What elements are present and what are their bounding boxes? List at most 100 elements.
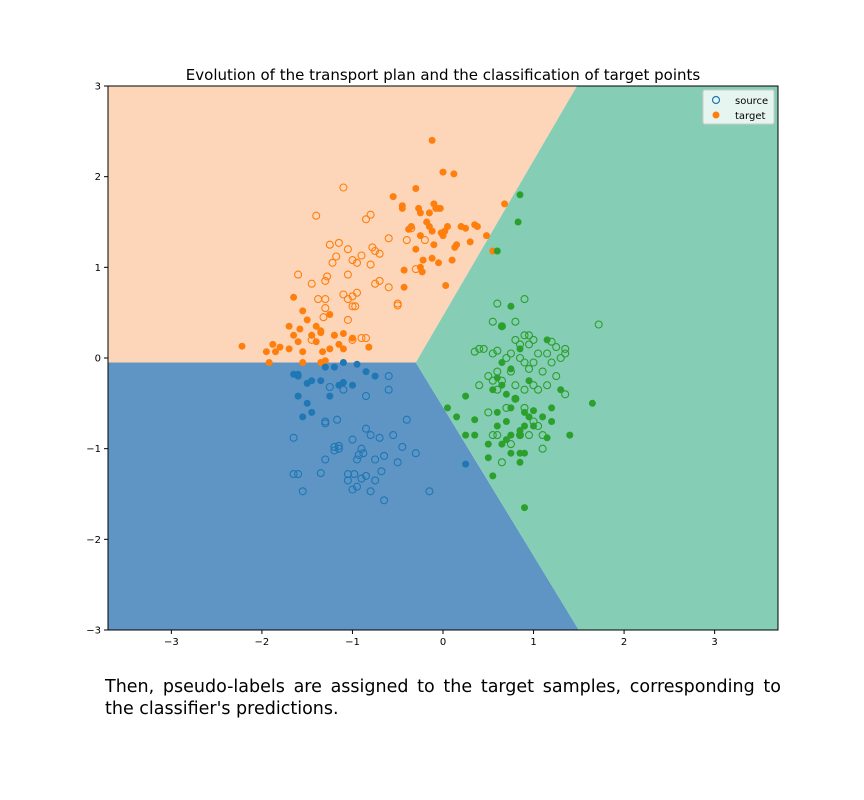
- source-green-point: [484, 408, 493, 417]
- target-green-point: [444, 404, 451, 412]
- target-orange-point: [466, 238, 474, 246]
- source-green-point: [552, 343, 561, 352]
- target-blue-point: [462, 460, 470, 468]
- target-orange-point: [405, 225, 413, 233]
- target-orange-point: [238, 342, 246, 350]
- target-green-point: [516, 191, 524, 199]
- source-orange-point: [351, 302, 360, 311]
- target-green-point: [516, 458, 524, 466]
- source-green-point: [488, 317, 497, 326]
- target-orange-point: [319, 348, 327, 356]
- source-blue-point: [294, 470, 303, 479]
- source-orange-point: [294, 270, 303, 279]
- target-green-point: [484, 454, 492, 462]
- source-green-point: [552, 372, 561, 381]
- source-green-point: [484, 372, 493, 381]
- source-blue-point: [389, 431, 398, 440]
- source-orange-point: [332, 252, 341, 261]
- target-orange-point: [330, 331, 338, 339]
- source-orange-point: [357, 251, 366, 260]
- target-green-point: [502, 390, 510, 398]
- source-blue-point: [411, 449, 420, 458]
- source-orange-point: [361, 334, 371, 343]
- target-orange-point: [285, 322, 293, 330]
- y-tick-label: −2: [86, 535, 101, 546]
- target-orange-point: [308, 331, 316, 339]
- x-tick-label: −3: [164, 637, 179, 648]
- region-class-orange: [108, 86, 577, 363]
- source-orange-point: [357, 334, 366, 343]
- target-green-point: [543, 336, 551, 344]
- source-green-point: [561, 349, 570, 358]
- source-orange-point: [328, 258, 337, 267]
- axis-ticks: −3 −2 −1 0 1 2 3 −3 −2 −1 0 1 2 3: [86, 82, 718, 649]
- y-tick-label: −1: [86, 444, 101, 455]
- source-green-point: [475, 344, 484, 353]
- y-tick-label: 0: [95, 354, 101, 365]
- source-green-point: [497, 458, 506, 467]
- source-orange-point: [384, 283, 393, 292]
- source-blue-point: [393, 458, 402, 467]
- target-blue-point: [349, 381, 356, 389]
- source-blue-point: [398, 442, 407, 451]
- target-green-point: [516, 345, 524, 353]
- target-blue-point: [294, 392, 302, 400]
- x-tick-label: −2: [255, 637, 270, 648]
- target-green-point: [548, 418, 556, 425]
- source-green-point: [475, 381, 484, 390]
- legend-source-label: source: [735, 96, 768, 107]
- source-blue-point: [289, 433, 298, 442]
- target-blue-point: [303, 399, 311, 407]
- target-orange-point: [501, 200, 509, 208]
- source-green-point: [511, 381, 520, 390]
- source-orange-point: [361, 215, 371, 224]
- target-green-point: [557, 386, 565, 394]
- source-blue-point: [357, 474, 366, 483]
- target-orange-point: [326, 345, 334, 353]
- target-green-point: [514, 218, 522, 226]
- source-orange-point: [323, 272, 332, 281]
- target-orange-point: [450, 170, 458, 178]
- target-green-point: [462, 392, 470, 400]
- source-orange-point: [339, 183, 348, 192]
- source-blue-point: [366, 487, 375, 496]
- source-orange-point: [343, 270, 352, 279]
- target-orange-point: [462, 224, 470, 232]
- source-green-point: [529, 381, 538, 390]
- source-blue-point: [384, 372, 393, 381]
- source-blue-point: [330, 442, 339, 451]
- source-green-point: [556, 353, 565, 363]
- target-green-point: [498, 440, 506, 448]
- source-green-point: [506, 440, 515, 449]
- source-green-point: [479, 344, 488, 353]
- target-green-point: [489, 472, 497, 480]
- target-orange-point: [436, 204, 444, 212]
- source-orange-point: [321, 276, 330, 285]
- caption-text: Then, pseudo-labels are assigned to the …: [105, 677, 781, 719]
- target-orange-point: [312, 322, 320, 330]
- target-green-point: [525, 413, 533, 421]
- source-orange-point: [319, 313, 328, 322]
- source-green-point: [561, 390, 570, 399]
- source-blue-point: [371, 455, 380, 464]
- target-orange-point: [448, 256, 456, 264]
- source-blue-point: [375, 433, 384, 442]
- target-orange-point: [294, 338, 302, 346]
- source-green-point: [529, 358, 538, 367]
- source-green-point: [520, 331, 529, 340]
- source-green-point: [493, 299, 502, 308]
- source-blue-point: [380, 496, 389, 505]
- source-blue-point: [316, 469, 325, 478]
- target-orange-point: [339, 330, 347, 337]
- source-orange-point: [352, 258, 362, 267]
- target-orange-point: [416, 232, 424, 240]
- target-green-point: [502, 436, 510, 444]
- source-blue-point: [343, 470, 352, 479]
- source-green-point: [520, 385, 529, 394]
- source-blue-point: [348, 435, 357, 444]
- target-orange-point: [317, 329, 325, 337]
- target-green-point: [462, 431, 470, 439]
- target-orange-point: [389, 193, 397, 201]
- target-orange-point: [473, 223, 481, 230]
- source-blue-point: [359, 449, 368, 458]
